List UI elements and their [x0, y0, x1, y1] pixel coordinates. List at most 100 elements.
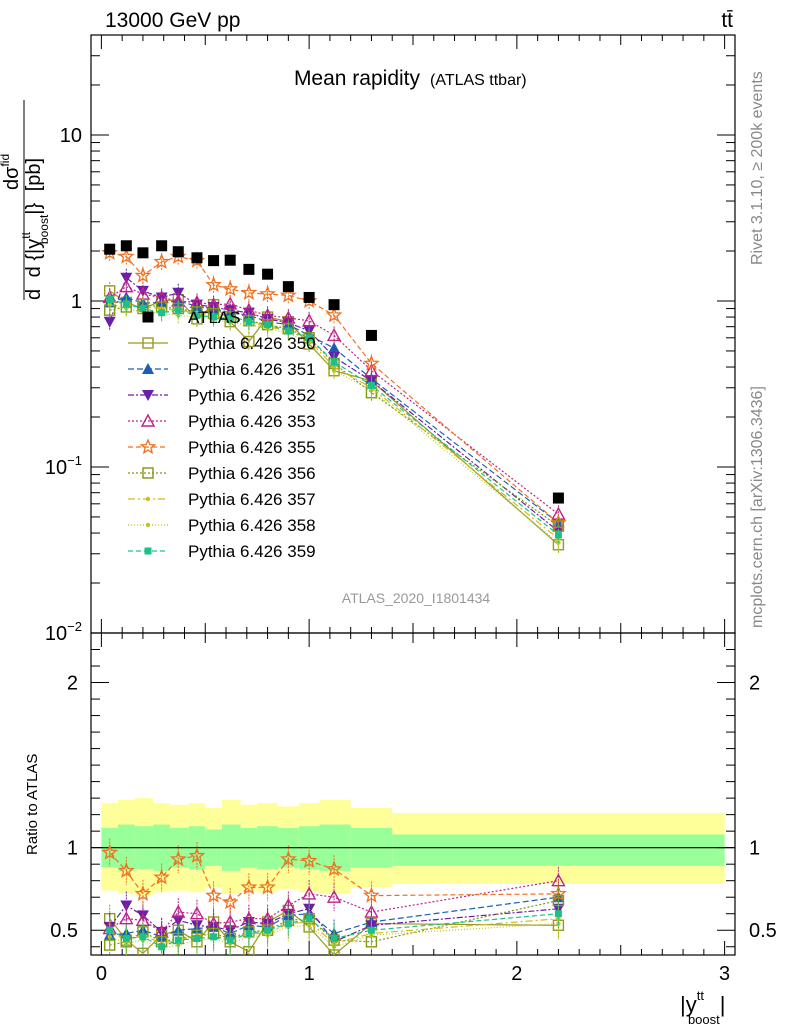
ratio-point	[326, 889, 342, 903]
legend: ATLAS Pythia 6.426 350 Pythia 6.426 351 Pyt…	[128, 308, 316, 561]
ratio-point	[139, 933, 147, 941]
atlas-data-group	[104, 240, 564, 504]
series-point	[221, 280, 239, 297]
series-point	[103, 316, 116, 328]
ratio-point	[226, 936, 234, 944]
ratio-point	[363, 886, 380, 903]
ratio-bands	[91, 798, 735, 896]
series-point	[193, 311, 201, 319]
ratio-y-tick-label: 1	[67, 838, 78, 860]
atlas-data-point	[137, 247, 149, 259]
legend-marker-5	[142, 467, 154, 479]
legend-marker-0	[142, 337, 154, 349]
ratio-point	[325, 860, 343, 877]
ratio-point	[306, 923, 312, 928]
main-series	[101, 240, 567, 554]
process-label: tt̄	[721, 9, 733, 32]
series-point	[326, 327, 342, 342]
mcplots-label: mcplots.cern.ch [arXiv:1306.3436]	[749, 386, 766, 628]
series-point	[367, 381, 375, 389]
atlas-data-point	[208, 255, 220, 267]
legend-marker-7	[145, 522, 151, 528]
series-group-4	[101, 243, 567, 532]
ratio-y-tick-label-right: 0.5	[749, 920, 777, 942]
series-point	[331, 368, 337, 373]
svg-text:dσfid: dσfid	[0, 154, 23, 190]
series-point	[325, 306, 343, 323]
ratio-y-tick-label-right: 1	[749, 838, 760, 860]
y-tick-base: 10	[45, 623, 67, 645]
ratio-y-label: Ratio to ATLAS	[24, 754, 41, 855]
atlas-data-point	[243, 263, 255, 275]
legend-label-5: Pythia 6.426 356	[188, 464, 316, 483]
series-point	[363, 354, 380, 371]
ratio-point	[119, 911, 134, 925]
ratio-point	[189, 906, 205, 920]
y-tick-label: 1	[71, 291, 82, 313]
series-point	[305, 334, 313, 342]
series-line	[109, 296, 559, 524]
series-point	[330, 358, 338, 366]
ratio-point	[240, 878, 258, 895]
atlas-data-point	[172, 246, 184, 258]
y-axis-label: d d {|ytt boost|} [pb] dσfid	[0, 100, 51, 300]
ratio-point	[330, 934, 338, 942]
series-point	[153, 253, 170, 269]
series-point	[245, 318, 253, 326]
series-point	[554, 531, 562, 539]
ratio-point	[301, 886, 317, 900]
legend-marker-atlas	[142, 311, 154, 323]
ratio-series	[101, 838, 567, 955]
y-tick-base: 10	[45, 457, 67, 479]
ratio-point	[300, 852, 318, 868]
series-point	[158, 309, 166, 317]
ratio-point	[106, 926, 114, 934]
y-tick-label: 10−1	[45, 453, 82, 479]
ratio-point	[101, 843, 119, 860]
series-point	[139, 305, 147, 313]
legend-label-3: Pythia 6.426 353	[188, 412, 316, 431]
x-tick-label: 2	[511, 963, 522, 985]
atlas-data-point	[365, 329, 377, 341]
legend-label-2: Pythia 6.426 352	[188, 386, 316, 405]
series-point	[240, 283, 258, 300]
series-point	[328, 342, 341, 354]
legend-label-0: Pythia 6.426 350	[188, 334, 316, 353]
ratio-point	[305, 915, 313, 923]
ratio-series-group-4	[101, 838, 567, 917]
series-point	[364, 363, 379, 377]
series-point	[174, 306, 182, 314]
legend-label-8: Pythia 6.426 359	[188, 542, 316, 561]
ratio-point	[245, 930, 253, 938]
series-group-1	[103, 288, 565, 532]
series-point	[106, 296, 114, 304]
ratio-point	[205, 886, 222, 903]
atlas-data-point	[552, 492, 564, 504]
analysis-label: ATLAS_2020_I1801434	[342, 590, 491, 606]
ratio-point	[554, 910, 562, 918]
ratio-point	[556, 921, 561, 926]
ratio-point	[122, 934, 130, 942]
ratio-y-tick-label: 2	[67, 673, 78, 695]
series-point	[176, 313, 181, 318]
ratio-point	[117, 861, 135, 878]
series-point	[301, 313, 317, 327]
series-line	[109, 304, 559, 527]
series-point	[210, 313, 218, 321]
legend-label-6: Pythia 6.426 357	[188, 490, 316, 509]
ratio-point	[259, 878, 276, 895]
series-point	[284, 327, 292, 335]
ratio-point	[210, 933, 218, 941]
ratio-series-group-8	[106, 899, 562, 955]
legend-label-1: Pythia 6.426 351	[188, 360, 316, 379]
atlas-data-point	[120, 240, 132, 252]
ratio-point	[193, 934, 201, 942]
legend-marker-2	[142, 390, 154, 401]
ratio-point	[188, 847, 206, 864]
ratio-point	[171, 904, 186, 918]
series-point	[331, 364, 337, 370]
atlas-data-point	[191, 252, 203, 264]
y-tick-exp: −2	[67, 619, 82, 634]
ratio-point	[158, 943, 166, 951]
